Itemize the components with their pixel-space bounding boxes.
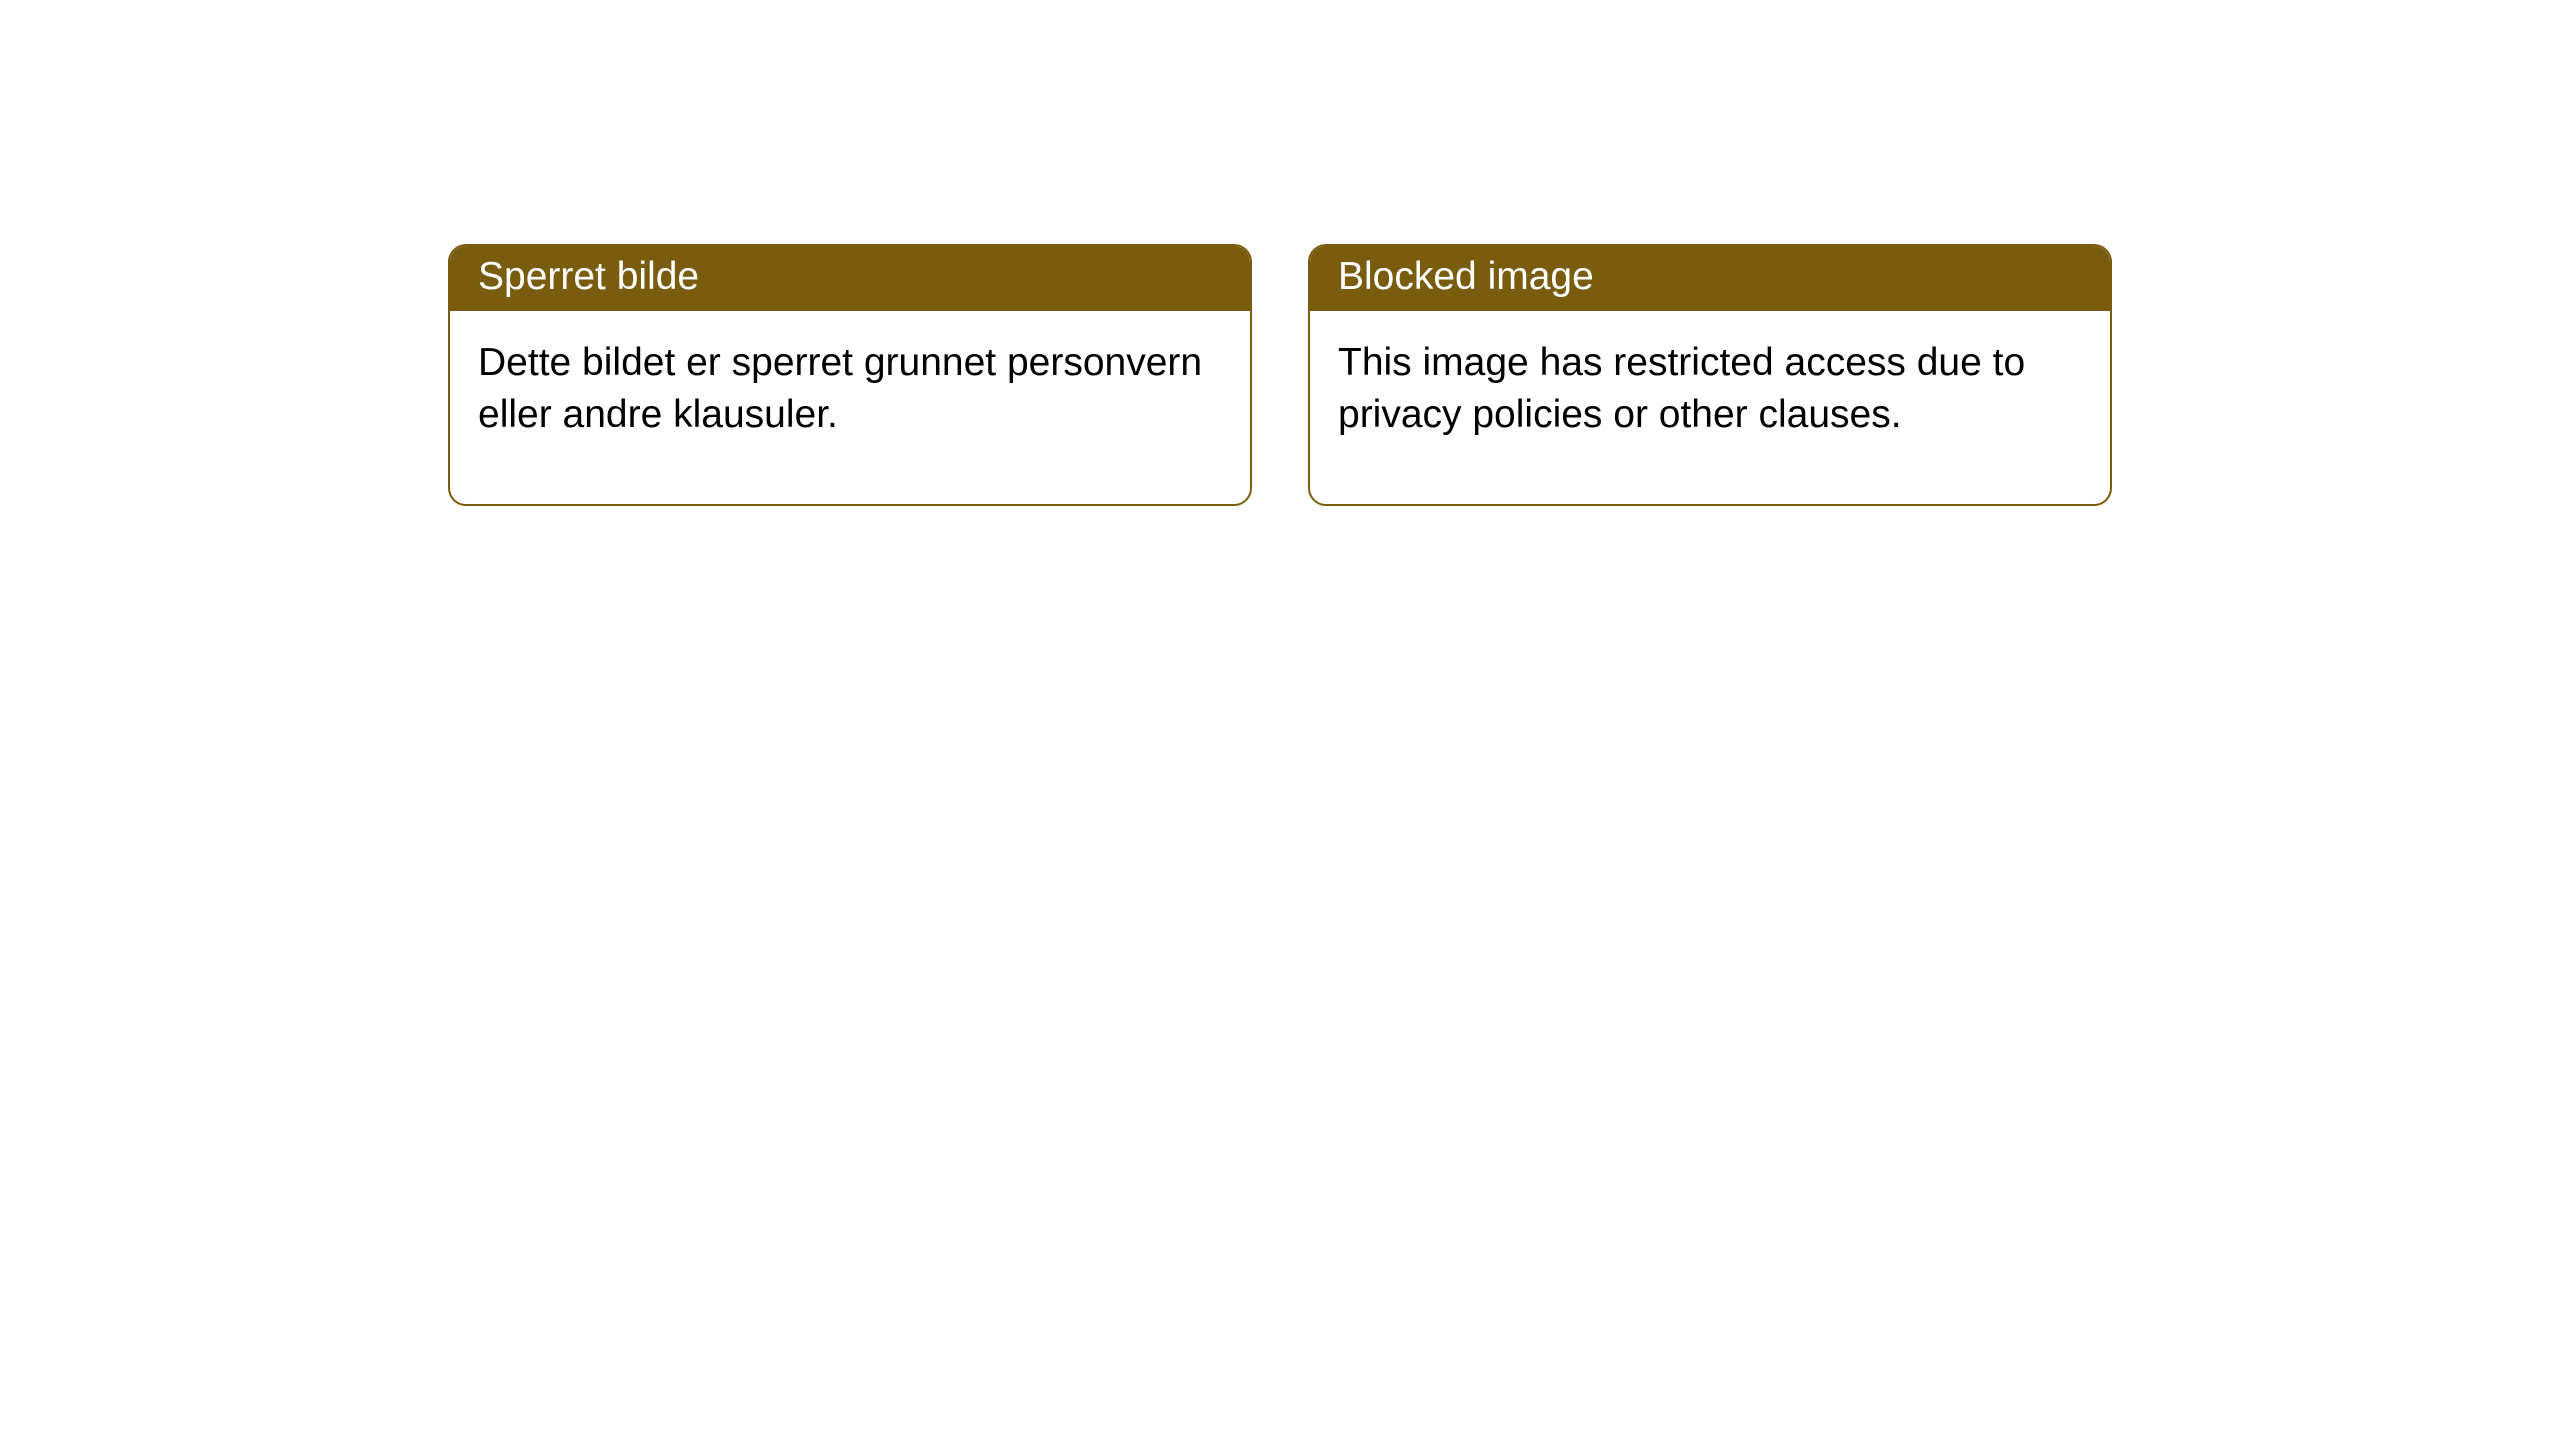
- notice-container: Sperret bilde Dette bildet er sperret gr…: [448, 244, 2112, 506]
- notice-box-no: Sperret bilde Dette bildet er sperret gr…: [448, 244, 1252, 506]
- notice-header-no: Sperret bilde: [450, 246, 1250, 311]
- notice-box-en: Blocked image This image has restricted …: [1308, 244, 2112, 506]
- notice-body-no: Dette bildet er sperret grunnet personve…: [450, 311, 1250, 504]
- notice-header-en: Blocked image: [1310, 246, 2110, 311]
- notice-body-en: This image has restricted access due to …: [1310, 311, 2110, 504]
